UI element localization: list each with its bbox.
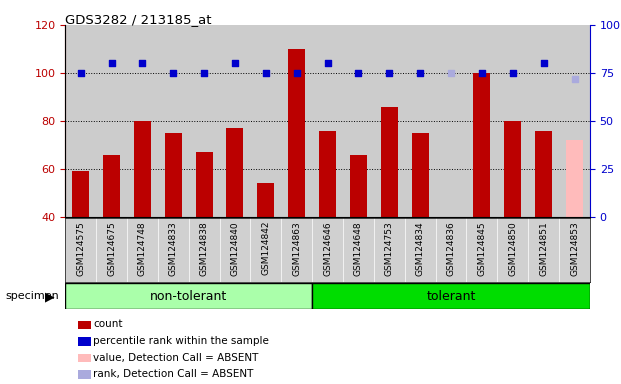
Point (199, 70, 209, 76)
Text: GSM124834: GSM124834 (415, 221, 425, 276)
Bar (72, 171, 89, 217)
Text: GSM124853: GSM124853 (570, 221, 579, 276)
Point (384, 70, 394, 76)
Point (446, 70, 456, 76)
Text: GSM124675: GSM124675 (107, 221, 116, 276)
Bar (227, 128, 243, 217)
Text: ▶: ▶ (45, 290, 55, 303)
Bar (257, 184, 274, 217)
Point (569, 76, 579, 82)
Text: percentile rank within the sample: percentile rank within the sample (93, 336, 269, 346)
Text: tolerant: tolerant (427, 290, 476, 303)
Text: GDS3282 / 213185_at: GDS3282 / 213185_at (65, 13, 212, 26)
Bar (196, 152, 212, 217)
Text: GSM124851: GSM124851 (539, 221, 548, 276)
Point (415, 70, 425, 76)
Point (322, 60, 332, 66)
FancyBboxPatch shape (312, 283, 590, 309)
Text: count: count (93, 319, 123, 329)
Text: GSM124833: GSM124833 (169, 221, 178, 276)
Bar (319, 131, 336, 217)
Bar (103, 155, 120, 217)
Bar (350, 155, 367, 217)
Point (538, 60, 548, 66)
Point (508, 70, 518, 76)
Text: specimen: specimen (5, 291, 59, 301)
Bar (165, 133, 182, 217)
Text: GSM124753: GSM124753 (385, 221, 394, 276)
Point (292, 70, 302, 76)
Text: GSM124838: GSM124838 (199, 221, 209, 276)
Bar (381, 107, 398, 217)
FancyBboxPatch shape (65, 283, 312, 309)
Text: GSM124842: GSM124842 (261, 221, 270, 275)
Point (477, 70, 487, 76)
Bar (412, 133, 428, 217)
Point (353, 70, 363, 76)
Text: GSM124646: GSM124646 (323, 221, 332, 276)
Point (230, 60, 240, 66)
Text: GSM124845: GSM124845 (478, 221, 486, 276)
Bar (288, 49, 305, 217)
Text: rank, Detection Call = ABSENT: rank, Detection Call = ABSENT (93, 369, 253, 379)
Text: GSM124748: GSM124748 (138, 221, 147, 276)
Text: GSM124575: GSM124575 (76, 221, 85, 276)
Point (137, 60, 147, 66)
Text: GSM124836: GSM124836 (446, 221, 456, 276)
Bar (443, 217, 460, 313)
Text: GSM124850: GSM124850 (508, 221, 517, 276)
Text: GSM124840: GSM124840 (230, 221, 240, 276)
Point (168, 70, 178, 76)
Text: GSM124863: GSM124863 (292, 221, 301, 276)
Bar (134, 121, 151, 217)
Bar (535, 131, 552, 217)
Bar (504, 121, 521, 217)
Text: GSM124648: GSM124648 (354, 221, 363, 276)
Point (76, 70, 86, 76)
Bar (566, 140, 583, 217)
Bar (473, 73, 491, 217)
Text: value, Detection Call = ABSENT: value, Detection Call = ABSENT (93, 353, 258, 362)
Point (261, 70, 271, 76)
Text: non-tolerant: non-tolerant (150, 290, 227, 303)
Point (107, 60, 117, 66)
